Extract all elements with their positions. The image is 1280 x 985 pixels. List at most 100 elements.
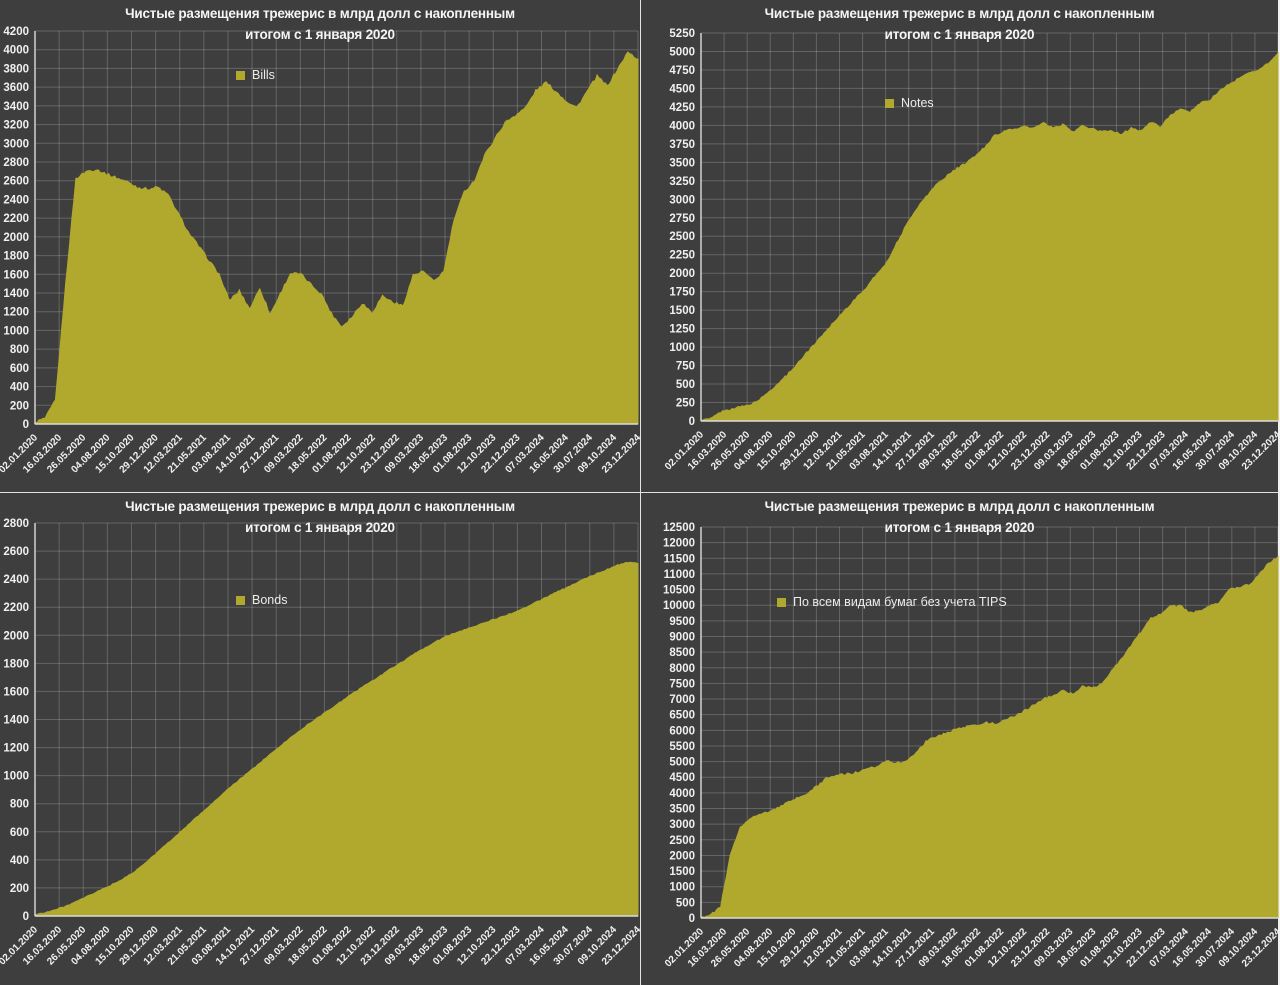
y-tick-label: 3800 (3, 63, 29, 75)
area-chart-2: 0 200 400 600 800 1000 1200 1400 1600 1800 2000 220… (0, 518, 640, 968)
y-tick-label: 400 (10, 382, 29, 394)
chart-panel-bills: 0 200 400 600 800 1000 1200 1400 1600 1800 2000 220… (0, 0, 640, 492)
y-tick-label: 9500 (669, 616, 695, 628)
y-tick-label: 6000 (669, 725, 695, 737)
y-tick-label: 2800 (3, 518, 29, 530)
area-chart-1: 0 250 500 750 1000 1250 1500 1750 2000 2250 2500 27… (663, 28, 1280, 473)
y-tick-label: 1000 (3, 325, 29, 337)
y-tick-label: 2200 (3, 213, 29, 225)
y-tick-label: 3250 (669, 176, 695, 188)
y-tick-label: 5500 (669, 741, 695, 753)
y-tick-label: 1000 (669, 342, 695, 354)
y-tick-label: 1400 (3, 715, 29, 727)
y-tick-label: 12500 (663, 522, 695, 534)
y-tick-label: 2250 (669, 250, 695, 262)
y-tick-label: 10000 (663, 600, 695, 612)
y-tick-label: 2600 (3, 176, 29, 188)
y-tick-label: 3600 (3, 82, 29, 94)
y-tick-label: 600 (10, 363, 29, 375)
y-tick-label: 1200 (3, 307, 29, 319)
y-tick-label: 800 (10, 344, 29, 356)
y-tick-label: 3000 (3, 138, 29, 150)
y-tick-label: 3200 (3, 120, 29, 132)
y-tick-label: 4500 (669, 772, 695, 784)
y-tick-label: 0 (689, 913, 695, 925)
y-tick-label: 1800 (3, 251, 29, 263)
y-tick-label: 0 (23, 419, 29, 431)
y-tick-label: 1500 (669, 866, 695, 878)
y-tick-label: 2600 (3, 546, 29, 558)
legend-label: Bonds (252, 593, 288, 607)
chart-panel-all-securities: 0 500 1000 1500 2000 2500 3000 3500 4000 4500 5000… (640, 492, 1280, 985)
y-tick-label: 3000 (669, 819, 695, 831)
legend-label: По всем видам бумаг без учета TIPS (793, 595, 1007, 609)
area-series-bonds (34, 561, 639, 917)
legend-swatch-icon (777, 597, 786, 607)
y-tick-label: 0 (23, 911, 29, 923)
y-tick-label: 400 (10, 855, 29, 867)
y-tick-label: 11000 (664, 569, 695, 581)
y-tick-label: 3500 (669, 804, 695, 816)
y-tick-label: 3400 (3, 101, 29, 113)
legend-bills: Bills (236, 68, 275, 82)
area-chart-3: 0 500 1000 1500 2000 2500 3000 3500 4000 4500 5000… (663, 522, 1280, 970)
y-tick-label: 8500 (669, 647, 695, 659)
area-series-notes (700, 51, 1279, 422)
y-tick-label: 200 (10, 883, 29, 895)
y-tick-label: 1400 (3, 288, 29, 300)
area-series-по-всем-видам-бумаг-без-учета-tips (700, 555, 1279, 919)
y-tick-label: 3750 (669, 139, 695, 151)
y-tick-label: 4500 (669, 83, 695, 95)
area-chart-0: 0 200 400 600 800 1000 1200 1400 1600 1800 2000 220… (0, 26, 640, 476)
y-tick-label: 3500 (669, 157, 695, 169)
y-tick-label: 6500 (669, 710, 695, 722)
y-tick-label: 200 (10, 400, 29, 412)
y-tick-label: 2000 (669, 268, 695, 280)
y-tick-label: 750 (676, 361, 695, 373)
y-tick-label: 4000 (669, 788, 695, 800)
y-tick-label: 1000 (669, 882, 695, 894)
y-tick-label: 9000 (669, 631, 695, 643)
y-tick-label: 2200 (3, 602, 29, 614)
legend-notes: Notes (885, 96, 934, 110)
y-tick-label: 2400 (3, 194, 29, 206)
y-tick-label: 12000 (663, 538, 695, 550)
y-tick-label: 4750 (669, 65, 695, 77)
y-tick-label: 600 (10, 827, 29, 839)
legend-swatch-icon (885, 98, 894, 108)
y-tick-label: 8000 (669, 663, 695, 675)
legend-label: Notes (901, 96, 934, 110)
y-tick-label: 1800 (3, 658, 29, 670)
legend-bonds: Bonds (236, 593, 287, 607)
y-tick-label: 3000 (669, 194, 695, 206)
y-tick-label: 1600 (3, 686, 29, 698)
y-tick-label: 1250 (669, 324, 695, 336)
y-tick-label: 1750 (669, 287, 695, 299)
y-tick-label: 4000 (3, 45, 29, 57)
y-tick-label: 5000 (669, 757, 695, 769)
y-tick-label: 2750 (669, 213, 695, 225)
y-tick-label: 1200 (3, 743, 29, 755)
y-tick-label: 2500 (669, 231, 695, 243)
y-tick-label: 10500 (663, 585, 695, 597)
y-tick-label: 2000 (669, 850, 695, 862)
legend-label: Bills (252, 68, 275, 82)
legend-swatch-icon (236, 595, 245, 605)
y-tick-label: 500 (676, 897, 695, 909)
y-tick-label: 1500 (669, 305, 695, 317)
y-tick-label: 1600 (3, 269, 29, 281)
y-tick-label: 7000 (669, 694, 695, 706)
y-tick-label: 2800 (3, 157, 29, 169)
y-tick-label: 5250 (669, 28, 695, 40)
y-tick-label: 250 (676, 398, 695, 410)
y-tick-label: 0 (689, 416, 695, 428)
y-tick-label: 500 (676, 379, 695, 391)
legend-all-securities: По всем видам бумаг без учета TIPS (777, 595, 1007, 609)
legend-swatch-icon (236, 70, 245, 80)
y-tick-label: 1000 (3, 771, 29, 783)
y-tick-label: 2400 (3, 574, 29, 586)
chart-panel-bonds: 0 200 400 600 800 1000 1200 1400 1600 1800 2000 220… (0, 492, 640, 985)
y-tick-label: 5000 (669, 46, 695, 58)
y-tick-label: 11500 (664, 553, 695, 565)
